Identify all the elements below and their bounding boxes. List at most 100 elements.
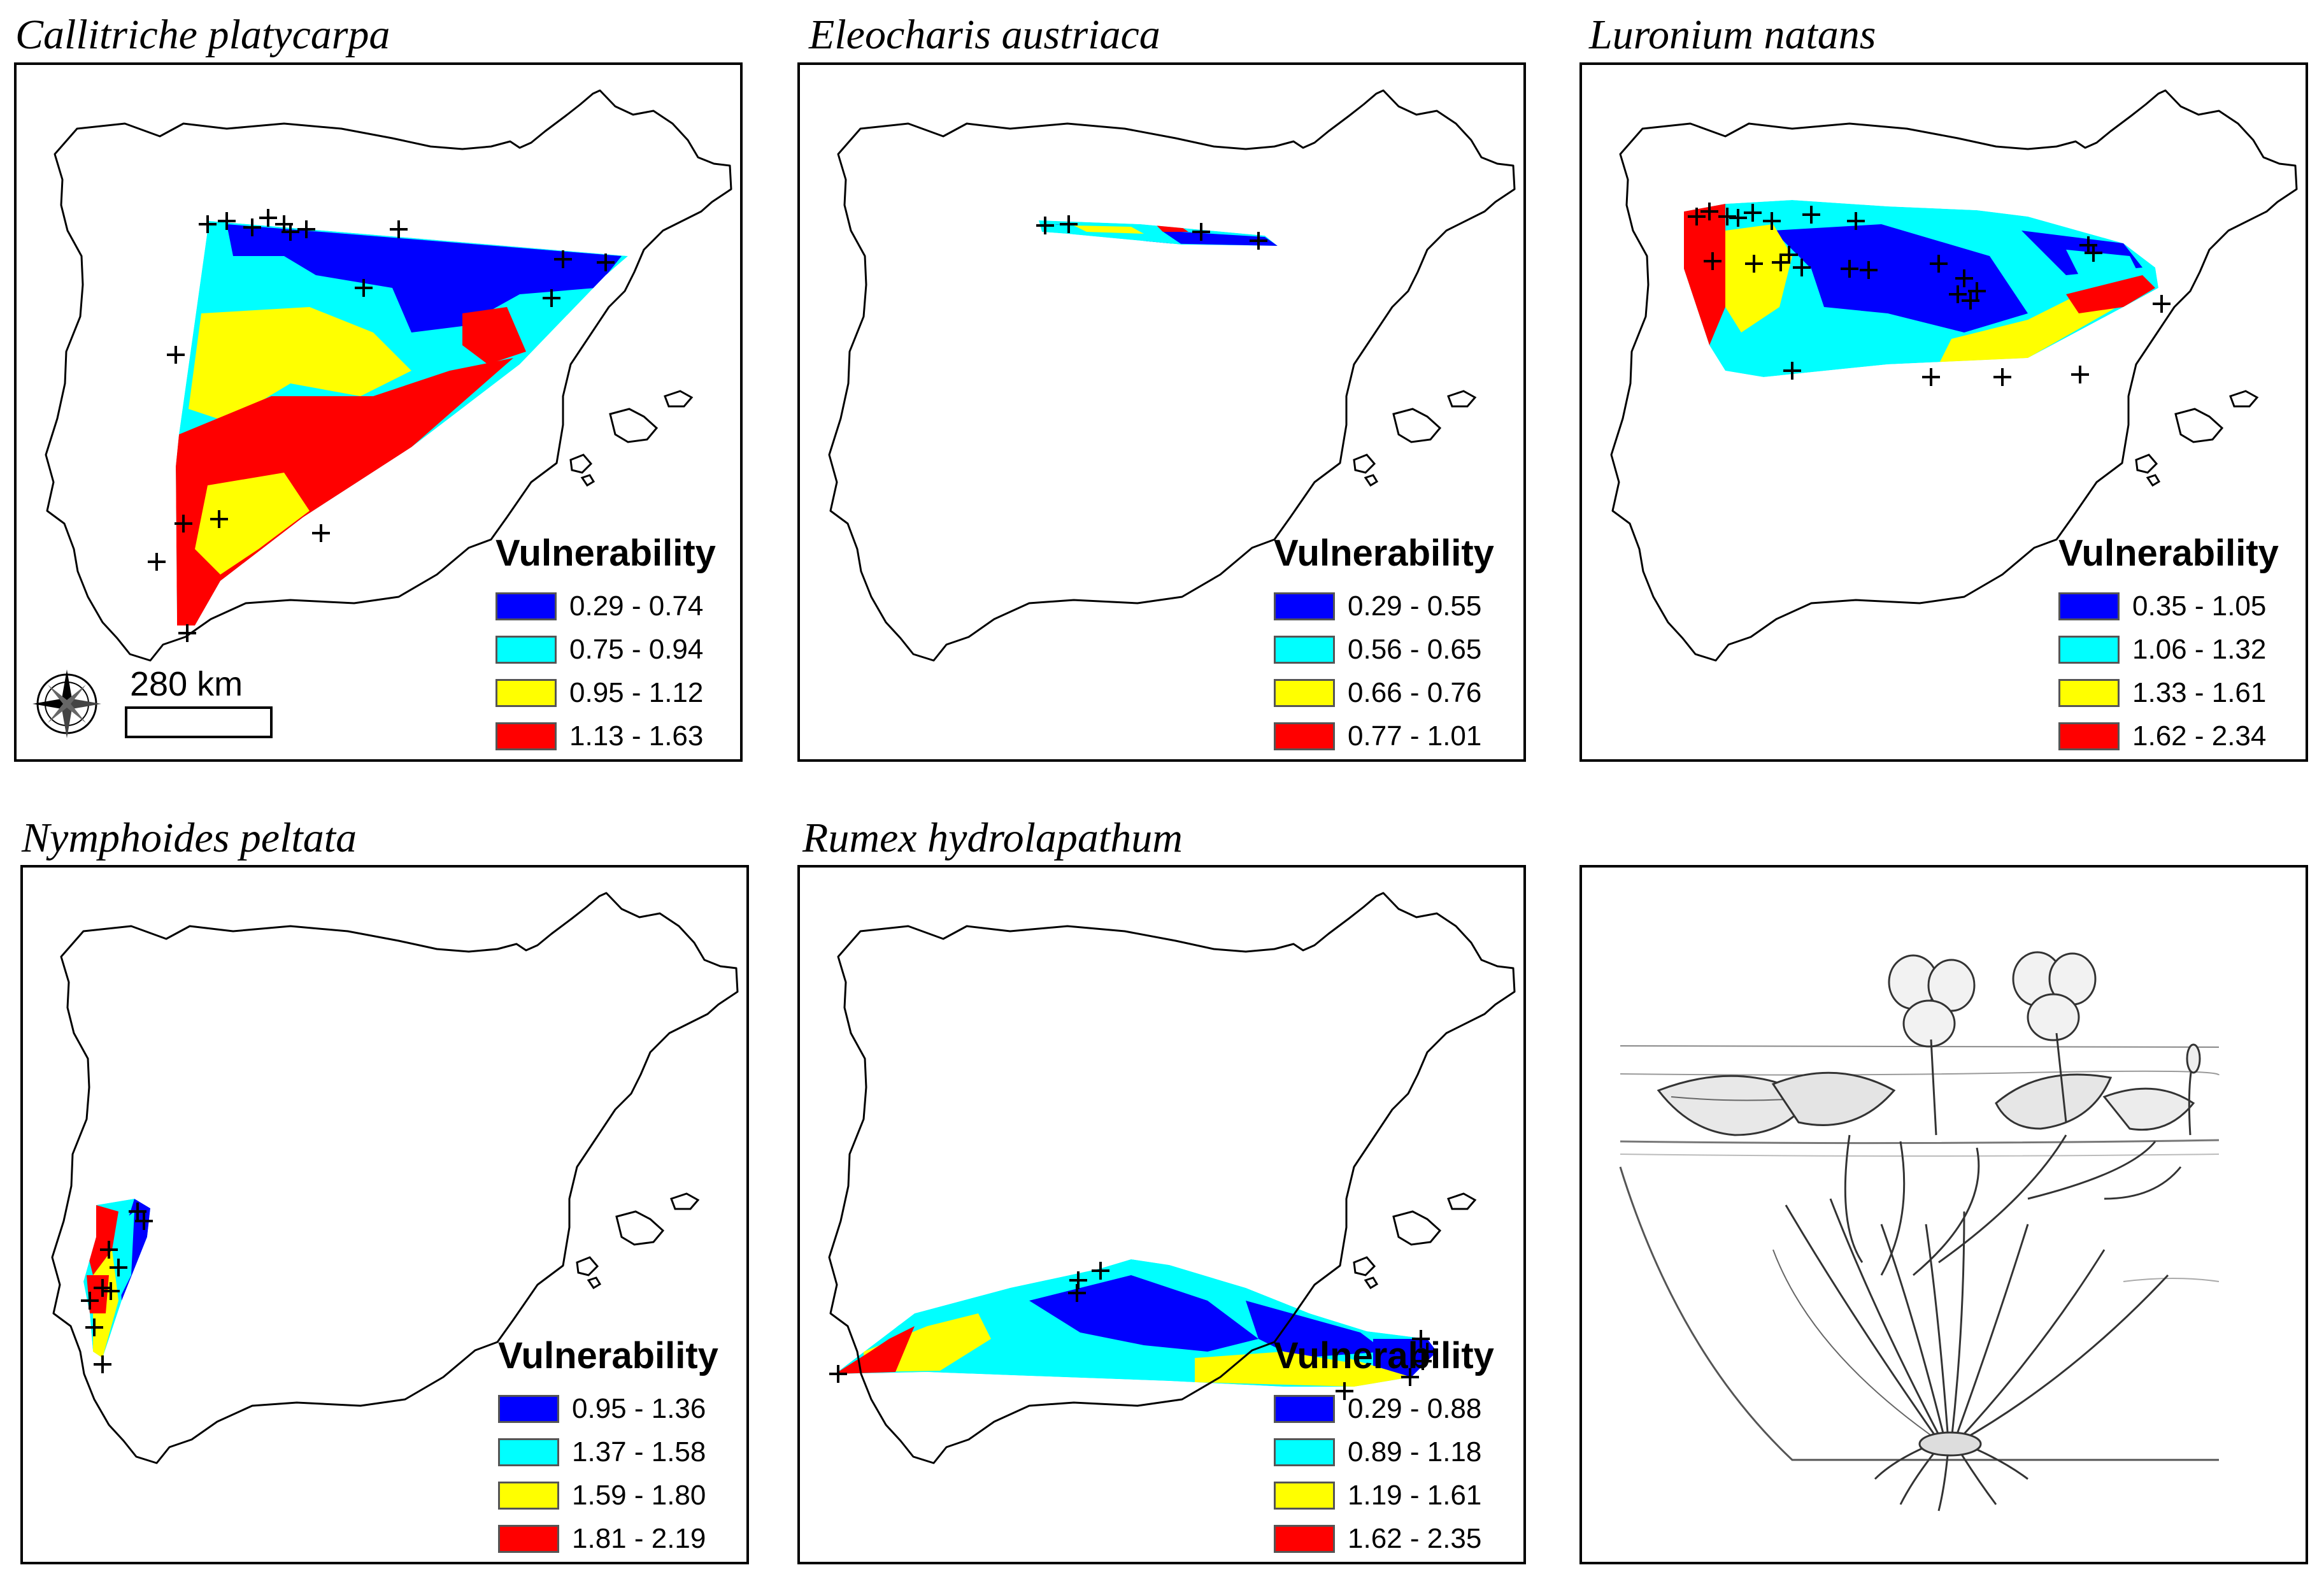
title-nymphoides-peltata: Nymphoides peltata	[22, 815, 357, 861]
occurrence-marker	[218, 212, 236, 230]
legend-label-class4: 1.62 - 2.35	[1348, 1523, 1482, 1554]
legend-label-class3: 0.66 - 0.76	[1348, 677, 1482, 708]
vulnerability-zone-class1	[1373, 1339, 1437, 1377]
occurrence-marker	[2085, 244, 2102, 262]
balearic-island-outline	[609, 408, 659, 443]
flower-left	[1888, 954, 1976, 1136]
occurrence-marker	[1922, 368, 1940, 386]
legend-swatch-class4	[498, 1525, 559, 1553]
occurrence-marker	[1036, 217, 1054, 234]
occurrence-markers	[1688, 203, 2171, 386]
occurrence-marker	[1700, 203, 1718, 220]
vulnerability-zone-class1	[1029, 1275, 1258, 1352]
vulnerability-zone-class1	[1773, 224, 2028, 332]
balearic-island-outline	[670, 1192, 700, 1210]
occurrence-marker	[1401, 1368, 1419, 1386]
legend: Vulnerability 0.35 - 1.05 1.06 - 1.32 1.…	[2058, 535, 2279, 758]
balearic-island-outline	[569, 454, 593, 474]
peninsula-outline	[45, 89, 732, 662]
scale-label: 280 km	[130, 665, 243, 703]
occurrence-marker	[199, 215, 217, 233]
occurrence-marker	[129, 1203, 146, 1220]
occurrence-marker	[2071, 366, 2089, 383]
map-callitriche-platycarpa	[45, 89, 732, 662]
map-panel-eleocharis-austriaca: Vulnerability 0.29 - 0.55 0.56 - 0.65 0.…	[797, 62, 1526, 762]
occurrence-marker	[1068, 1284, 1086, 1302]
occurrence-marker	[1783, 362, 1801, 380]
occurrence-marker	[1092, 1262, 1109, 1280]
legend-swatch-class3	[1274, 679, 1335, 707]
legend-swatch-class2	[2058, 636, 2120, 664]
occurrence-marker	[1847, 212, 1865, 230]
legend-swatch-class2	[1274, 1438, 1335, 1466]
occurrence-marker	[355, 279, 373, 297]
legend-swatch-class4	[2058, 722, 2120, 750]
legend-swatch-class2	[495, 636, 557, 664]
vulnerability-zone-class1	[227, 224, 622, 332]
vulnerability-zone-class3	[1939, 294, 2117, 364]
balearic-island-outline	[1353, 454, 1376, 474]
title-rumex-hydrolapathum: Rumex hydrolapathum	[802, 815, 1183, 861]
legend-swatch-class1	[498, 1395, 559, 1423]
vulnerability-zone-class4	[835, 1326, 915, 1374]
peninsula-outline	[1610, 89, 2298, 662]
legend-label-class1: 0.29 - 0.55	[1348, 590, 1482, 622]
balearic-island-outline	[2174, 408, 2224, 443]
vulnerability-area	[1684, 200, 2158, 377]
iberia-coastline	[51, 892, 739, 1464]
iberia-coastline	[828, 892, 1516, 1464]
title-callitriche-platycarpa: Callitriche platycarpa	[15, 11, 390, 58]
legend-label-class1: 0.29 - 0.88	[1348, 1393, 1482, 1424]
legend-swatch-class2	[1274, 636, 1335, 664]
map-rumex-hydrolapathum	[828, 892, 1516, 1464]
legend-swatch-class1	[1274, 592, 1335, 620]
vulnerability-area	[176, 221, 628, 625]
legend-label-class2: 1.37 - 1.58	[572, 1436, 706, 1468]
occurrence-marker	[829, 1365, 847, 1383]
illustration-panel	[1579, 865, 2308, 1564]
map-panel-luronium-natans: Vulnerability 0.35 - 1.05 1.06 - 1.32 1.…	[1579, 62, 2308, 762]
occurrence-marker	[1704, 252, 1722, 270]
occurrence-marker	[85, 1318, 103, 1336]
legend-swatch-class2	[498, 1438, 559, 1466]
occurrence-marker	[1250, 232, 1267, 250]
legend-label-class1: 0.35 - 1.05	[2132, 590, 2267, 622]
legend-swatch-class1	[495, 592, 557, 620]
legend-label-class2: 0.75 - 0.94	[569, 634, 704, 665]
legend: Vulnerability 0.29 - 0.88 0.89 - 1.18 1.…	[1274, 1338, 1494, 1561]
occurrence-marker	[1060, 215, 1078, 233]
title-luronium-natans: Luronium natans	[1589, 11, 1876, 58]
occurrence-marker	[81, 1292, 99, 1310]
occurrence-marker	[148, 553, 166, 571]
occurrence-marker	[175, 515, 192, 532]
map-luronium-natans	[1610, 89, 2298, 662]
vulnerability-zone-class4	[1684, 204, 1725, 345]
vulnerability-zone-class2	[1042, 224, 1182, 245]
iberia-coastline	[1610, 89, 2298, 662]
occurrence-marker	[1949, 285, 1967, 303]
legend-label-class4: 1.13 - 1.63	[569, 720, 704, 752]
legend-swatch-class4	[1274, 1525, 1335, 1553]
occurrence-marker	[312, 524, 330, 542]
balearic-island-outline	[1392, 408, 1442, 443]
occurrence-marker	[297, 220, 315, 238]
balearic-island-outline	[615, 1210, 665, 1246]
legend-label-class2: 0.89 - 1.18	[1348, 1436, 1482, 1468]
occurrence-marker	[1962, 292, 1979, 310]
balearic-island-outline	[1392, 1210, 1442, 1246]
occurrence-marker	[135, 1212, 153, 1230]
occurrence-marker	[1763, 212, 1781, 230]
iberia-coastline	[45, 89, 732, 662]
peninsula-outline	[828, 89, 1516, 662]
balearic-island-outline	[664, 390, 694, 408]
balearic-island-outline	[1364, 474, 1379, 487]
occurrence-marker	[282, 223, 299, 241]
legend-label-class2: 1.06 - 1.32	[2132, 634, 2267, 665]
balearic-island-outline	[1353, 1256, 1376, 1276]
flower-right	[2012, 951, 2097, 1123]
legend: Vulnerability 0.95 - 1.36 1.37 - 1.58 1.…	[498, 1338, 718, 1561]
legend-swatch-class4	[1274, 722, 1335, 750]
scale-bar: 280 km	[125, 667, 273, 738]
vulnerability-zone-class2	[112, 1211, 134, 1301]
occurrence-marker	[1688, 208, 1706, 225]
